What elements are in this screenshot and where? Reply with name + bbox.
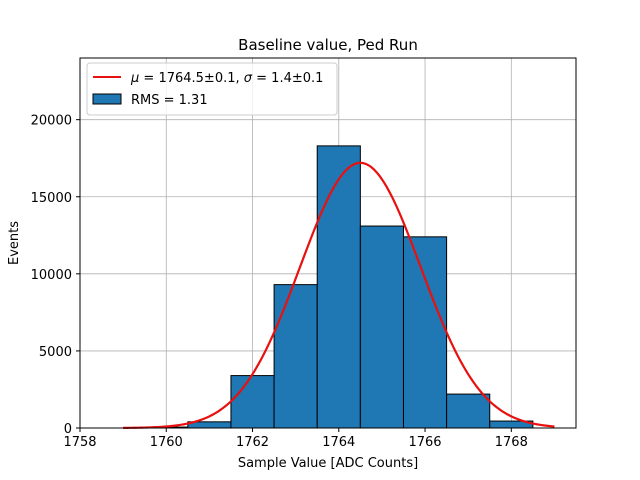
- x-tick-label: 1762: [236, 435, 269, 450]
- legend-mu-symbol: μ: [130, 71, 139, 86]
- x-tick-label: 1760: [150, 435, 183, 450]
- fit-curve-layer: [123, 161, 555, 429]
- legend-hist-label: RMS = 1.31: [131, 93, 208, 108]
- x-tick-label: 1766: [408, 435, 441, 450]
- legend-sigma-value: = 1.4±0.1: [252, 71, 323, 86]
- legend-mu-value: = 1764.5±0.1,: [139, 71, 243, 86]
- plot-frame: [79, 57, 577, 429]
- legend: μ = 1764.5±0.1, σ = 1.4±0.1 RMS = 1.31: [86, 62, 338, 116]
- gaussian-fit-curve: [123, 161, 555, 429]
- y-tick-label: 0: [64, 422, 72, 437]
- y-axis-label: Events: [7, 221, 22, 265]
- x-axis-ticks: 1758 1760 1762 1764 1766 1768: [63, 428, 528, 450]
- y-tick-label: 5000: [39, 345, 72, 360]
- y-tick-label: 20000: [31, 114, 72, 129]
- legend-fit-label: μ = 1764.5±0.1, σ = 1.4±0.1: [130, 71, 323, 86]
- y-tick-label: 15000: [31, 191, 72, 206]
- y-axis-ticks: 0 5000 10000 15000 20000: [31, 114, 80, 437]
- x-tick-label: 1768: [495, 435, 528, 450]
- x-tick-label: 1764: [322, 435, 355, 450]
- histogram-bar: [273, 284, 318, 429]
- histogram-bar: [402, 236, 448, 429]
- histogram-bar: [359, 225, 404, 429]
- histogram-bar: [446, 393, 491, 429]
- histogram-bar: [316, 145, 361, 429]
- x-tick-label: 1758: [63, 435, 96, 450]
- y-tick-label: 10000: [31, 268, 72, 283]
- legend-hist-swatch: [92, 93, 122, 105]
- legend-box: [86, 62, 338, 116]
- x-axis-label: Sample Value [ADC Counts]: [238, 456, 418, 471]
- legend-sigma-symbol: σ: [244, 71, 253, 86]
- histogram-bar: [230, 375, 275, 429]
- chart-title: Baseline value, Ped Run: [238, 36, 418, 54]
